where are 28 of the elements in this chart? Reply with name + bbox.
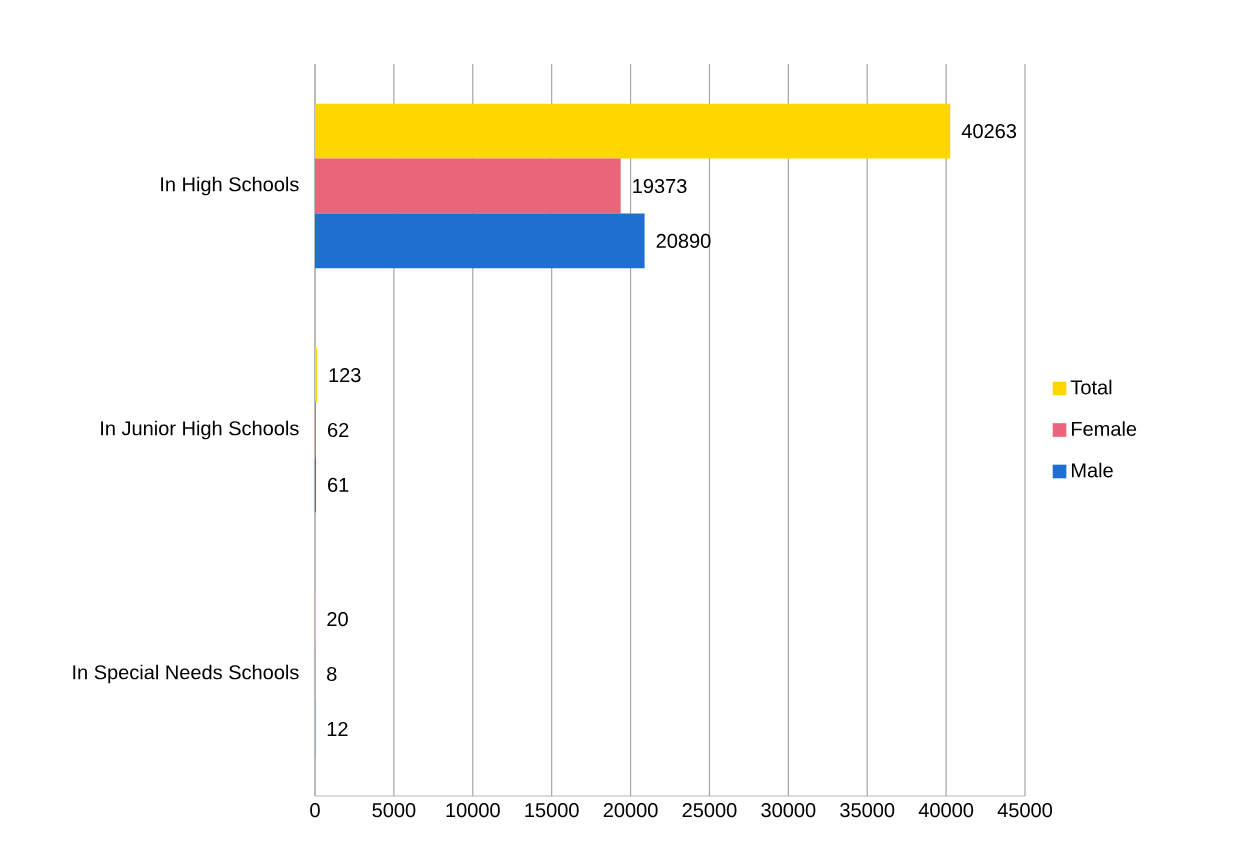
data-label: 40263 [961, 124, 1017, 139]
data-label: 20890 [656, 233, 711, 248]
x-tick-label: 20000 [603, 803, 658, 818]
data-label: 123 [329, 368, 361, 383]
legend-label: Total [1070, 379, 1112, 395]
x-tick-label: 0 [310, 803, 320, 818]
data-label: 19373 [633, 178, 687, 194]
data-label: 12 [327, 721, 348, 736]
legend-label: Female [1071, 421, 1137, 436]
bar [315, 213, 645, 269]
x-tick-label: 30000 [761, 803, 816, 818]
x-tick-label: 25000 [682, 803, 737, 818]
data-label: 62 [328, 422, 349, 438]
x-tick-label: 40000 [918, 803, 974, 818]
bar [315, 158, 621, 214]
data-label: 20 [327, 612, 348, 627]
x-tick-label: 10000 [446, 803, 500, 818]
y-tick-label: In Special Needs Schools [73, 664, 299, 684]
data-label: 8 [327, 666, 337, 682]
legend-label: Male [1071, 462, 1113, 478]
x-tick-label: 35000 [840, 803, 895, 818]
y-tick-label: In High Schools [161, 176, 299, 196]
y-tick-label: In Junior High Schools [101, 420, 299, 440]
bar [315, 103, 951, 159]
data-label: 61 [328, 477, 349, 492]
x-tick-label: 15000 [525, 803, 579, 818]
x-tick-label: 45000 [997, 803, 1053, 818]
x-tick-label: 5000 [372, 803, 416, 818]
